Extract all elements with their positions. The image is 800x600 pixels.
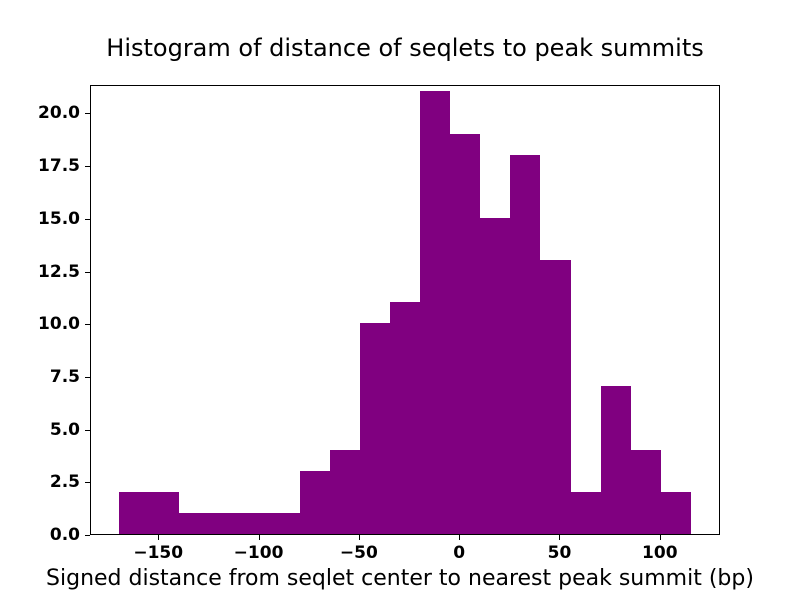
x-tick-label: −50	[339, 543, 378, 563]
histogram-bar	[570, 491, 601, 534]
x-tick-mark	[459, 535, 461, 540]
histogram-bar	[540, 260, 571, 534]
y-tick-mark	[85, 113, 90, 115]
y-tick-label: 0.0	[49, 525, 80, 545]
y-tick-label: 7.5	[49, 366, 80, 387]
y-tick-mark	[85, 218, 90, 220]
y-tick-label: 17.5	[38, 156, 80, 177]
y-tick-label: 2.5	[49, 472, 80, 493]
histogram-bar	[149, 491, 180, 534]
histogram-bar	[630, 449, 661, 534]
y-tick-mark	[85, 271, 90, 273]
x-tick-mark	[258, 535, 260, 540]
y-tick-mark	[85, 429, 90, 431]
histogram-bar	[329, 449, 360, 534]
y-tick-label: 5.0	[49, 419, 80, 440]
y-tick-label: 12.5	[38, 261, 80, 282]
histogram-bar	[359, 323, 390, 534]
x-axis-label: Signed distance from seqlet center to ne…	[46, 566, 754, 591]
histogram-bar	[269, 512, 300, 534]
x-tick-label: −100	[233, 543, 284, 563]
y-tick-mark	[85, 166, 90, 168]
y-tick-label: 20.0	[38, 103, 80, 124]
histogram-bar	[600, 386, 631, 534]
histogram-bar	[179, 512, 210, 534]
plot-area	[90, 85, 720, 535]
y-tick-label: 10.0	[38, 314, 80, 335]
x-tick-label: 100	[642, 543, 678, 563]
x-tick-mark	[559, 535, 561, 540]
y-tick-label: 15.0	[38, 208, 80, 229]
histogram-bar	[420, 91, 451, 534]
histogram-bar	[389, 302, 421, 534]
x-tick-label: 50	[547, 543, 572, 563]
histogram-bar	[450, 133, 481, 534]
y-tick-mark	[85, 535, 90, 536]
histogram-bar	[299, 470, 330, 534]
histogram-bar	[660, 491, 691, 534]
y-tick-mark	[85, 324, 90, 326]
histogram-bar	[119, 491, 150, 534]
chart-title: Histogram of distance of seqlets to peak…	[106, 34, 704, 62]
x-tick-label: 0	[453, 543, 466, 563]
histogram-bar	[239, 512, 270, 534]
histogram-bar	[209, 512, 240, 534]
x-tick-mark	[158, 535, 160, 540]
histogram-bar	[480, 217, 511, 534]
y-tick-mark	[85, 376, 90, 378]
x-tick-mark	[358, 535, 360, 540]
x-tick-label: −150	[133, 543, 184, 563]
y-tick-mark	[85, 482, 90, 484]
x-tick-mark	[659, 535, 661, 540]
histogram-bar	[510, 154, 541, 534]
